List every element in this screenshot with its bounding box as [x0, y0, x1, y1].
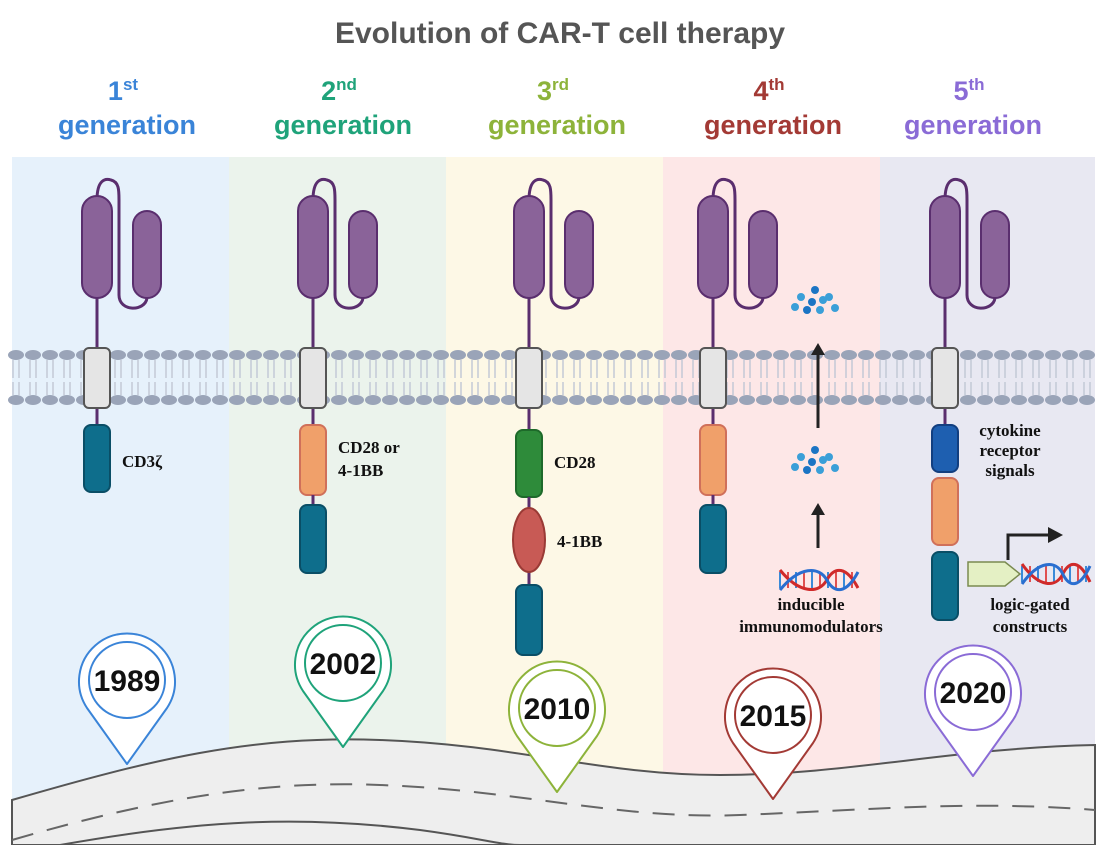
- year-pin: 2010: [508, 660, 606, 793]
- generation-number: 4th: [753, 75, 784, 106]
- car-receptor: [512, 177, 594, 656]
- car-receptor: [929, 177, 1010, 621]
- generation-number: 3rd: [537, 75, 569, 106]
- costim-domain: [299, 424, 327, 496]
- year-pin: 2002: [294, 615, 392, 748]
- generation-4: 4th generation inducible immunomodulators 20…: [697, 75, 883, 800]
- cd3z-domain: [699, 504, 727, 574]
- timeline-road: [11, 738, 1096, 845]
- generation-number: 1st: [108, 75, 138, 106]
- domain-label: 4-1BB: [338, 461, 383, 480]
- generation-heading: generation: [904, 110, 1042, 140]
- 4-1bb-domain: [512, 507, 546, 573]
- scfv-heavy-domain: [697, 195, 729, 299]
- year-pin: 2020: [924, 644, 1022, 777]
- transmembrane-domain: [931, 347, 959, 409]
- scfv-heavy-domain: [513, 195, 545, 299]
- cytokine-dots: [791, 286, 839, 474]
- generation-heading: generation: [704, 110, 842, 140]
- arrow-up-icon: [811, 503, 825, 515]
- arrow-up-icon: [811, 343, 825, 355]
- cd3z-domain: [83, 424, 111, 493]
- generation-heading: generation: [274, 110, 412, 140]
- scfv-light-domain: [980, 210, 1010, 299]
- domain-label: 4-1BB: [557, 532, 602, 551]
- domain-label: CD3ζ: [122, 452, 163, 471]
- generation-heading: generation: [488, 110, 626, 140]
- cd3z-domain: [299, 504, 327, 574]
- dna-icon: [778, 569, 860, 591]
- year-label: 2015: [740, 700, 807, 733]
- domain-label: CD28: [554, 453, 596, 472]
- scfv-light-domain: [564, 210, 594, 299]
- domain-label: constructs: [993, 617, 1068, 636]
- generation-1: 1st generation CD3ζ 1989: [58, 75, 196, 765]
- diagram-title: Evolution of CAR-T cell therapy: [335, 17, 785, 50]
- domain-label: receptor: [979, 441, 1040, 460]
- promoter-icon: [967, 561, 1022, 587]
- year-label: 2020: [940, 677, 1007, 710]
- scfv-light-domain: [348, 210, 378, 299]
- transmembrane-domain: [515, 347, 543, 409]
- year-label: 1989: [94, 665, 161, 698]
- dna-icon: [1020, 563, 1092, 585]
- generation-3: 3rd generation CD28 4-1BB 2010: [488, 75, 626, 793]
- transmembrane-domain: [699, 347, 727, 409]
- car-receptor: [297, 177, 378, 574]
- generation-number: 5th: [953, 75, 984, 106]
- cd3z-domain: [515, 584, 543, 656]
- domain-label: CD28 or: [338, 438, 400, 457]
- domain-label: signals: [985, 461, 1035, 480]
- year-pin: 2015: [724, 667, 822, 800]
- car-receptor: [81, 177, 162, 493]
- cd28-domain: [515, 429, 543, 498]
- transmembrane-domain: [83, 347, 111, 409]
- generation-number: 2nd: [321, 75, 357, 106]
- domain-label: inducible: [777, 595, 845, 614]
- domain-label: logic-gated: [990, 595, 1070, 614]
- scfv-light-domain: [748, 210, 778, 299]
- scfv-heavy-domain: [297, 195, 329, 299]
- transmembrane-domain: [299, 347, 327, 409]
- year-pin: 1989: [78, 632, 176, 765]
- arrow-right-icon: [1048, 527, 1063, 543]
- domain-label: cytokine: [979, 421, 1041, 440]
- cd3z-domain: [931, 551, 959, 621]
- costim-domain: [931, 477, 959, 546]
- scfv-heavy-domain: [81, 195, 113, 299]
- generation-heading: generation: [58, 110, 196, 140]
- year-label: 2010: [524, 693, 591, 726]
- generation-2: 2nd generation CD28 or 4-1BB 2002: [274, 75, 412, 748]
- cytokine-receptor-domain: [931, 424, 959, 473]
- scfv-heavy-domain: [929, 195, 961, 299]
- costim-domain: [699, 424, 727, 496]
- cell-membrane: [8, 350, 1095, 405]
- car-receptor: [697, 177, 778, 574]
- year-label: 2002: [310, 648, 377, 681]
- domain-label: immunomodulators: [739, 617, 883, 636]
- scfv-light-domain: [132, 210, 162, 299]
